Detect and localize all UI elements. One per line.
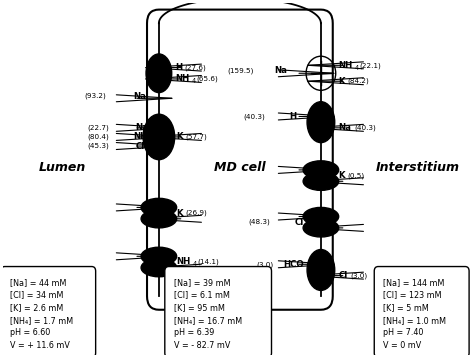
Text: Cl: Cl (135, 141, 145, 150)
Text: (48.3): (48.3) (249, 219, 271, 226)
Text: 3: 3 (311, 263, 315, 270)
Text: 4: 4 (192, 261, 197, 267)
Text: (40.3): (40.3) (244, 113, 265, 120)
Text: pH = 6.60: pH = 6.60 (9, 328, 50, 337)
Text: (57.7): (57.7) (185, 134, 207, 140)
Text: (45.3): (45.3) (88, 143, 109, 149)
Text: 4: 4 (191, 78, 196, 84)
Ellipse shape (303, 207, 339, 226)
Text: V = + 11.6 mV: V = + 11.6 mV (9, 341, 70, 350)
Text: (14.1): (14.1) (197, 259, 219, 265)
Text: (159.5): (159.5) (227, 68, 254, 74)
FancyBboxPatch shape (1, 267, 96, 358)
Text: V = 0 mV: V = 0 mV (383, 341, 421, 350)
Text: NH: NH (133, 132, 147, 141)
Text: (80.4): (80.4) (88, 134, 109, 140)
Text: Cl: Cl (339, 271, 348, 280)
Ellipse shape (303, 219, 339, 237)
Text: [Cl] = 123 mM: [Cl] = 123 mM (383, 290, 442, 300)
Text: (65.6): (65.6) (196, 76, 218, 82)
Text: (40.3): (40.3) (355, 125, 376, 131)
Ellipse shape (146, 54, 172, 93)
Text: K: K (177, 132, 183, 141)
Text: Cl: Cl (294, 218, 303, 227)
Text: [NH₄] = 1.7 mM: [NH₄] = 1.7 mM (9, 316, 73, 325)
Text: NH: NH (339, 61, 353, 70)
Text: [K] = 95 mM: [K] = 95 mM (173, 303, 225, 312)
Text: MD cell: MD cell (214, 161, 266, 174)
Text: (3.0): (3.0) (257, 261, 274, 267)
Ellipse shape (303, 172, 339, 190)
FancyBboxPatch shape (374, 267, 469, 358)
Text: pH = 7.40: pH = 7.40 (383, 328, 423, 337)
FancyBboxPatch shape (147, 10, 333, 310)
Text: [K] = 2.6 mM: [K] = 2.6 mM (9, 303, 63, 312)
Text: V = - 82.7 mV: V = - 82.7 mV (173, 341, 230, 350)
Ellipse shape (141, 247, 177, 265)
Text: (26.9): (26.9) (185, 210, 207, 216)
Text: K: K (177, 209, 183, 218)
Text: Na: Na (274, 67, 287, 76)
Text: H: H (176, 63, 183, 72)
Text: [Cl] = 34 mM: [Cl] = 34 mM (9, 290, 63, 300)
Text: (22.7): (22.7) (88, 125, 109, 131)
Text: [Na] = 44 mM: [Na] = 44 mM (9, 278, 66, 287)
Ellipse shape (307, 250, 335, 290)
Text: [NH₄] = 16.7 mM: [NH₄] = 16.7 mM (173, 316, 242, 325)
Ellipse shape (141, 210, 177, 228)
Text: H: H (289, 112, 296, 121)
Text: Na: Na (339, 124, 352, 132)
Text: 4: 4 (151, 136, 155, 142)
Text: [K] = 5 mM: [K] = 5 mM (383, 303, 429, 312)
Text: K: K (339, 77, 346, 86)
Ellipse shape (141, 258, 177, 277)
Text: 4: 4 (355, 64, 359, 71)
Text: K: K (339, 171, 346, 180)
Text: [NH₄] = 1.0 mM: [NH₄] = 1.0 mM (383, 316, 446, 325)
Text: (84.2): (84.2) (347, 78, 369, 84)
Text: (27.6): (27.6) (184, 64, 206, 71)
Text: [Na] = 39 mM: [Na] = 39 mM (173, 278, 230, 287)
Text: (93.2): (93.2) (85, 93, 107, 99)
Text: (3.0): (3.0) (351, 272, 368, 279)
Text: NH: NH (177, 257, 191, 266)
Text: Na: Na (133, 92, 146, 101)
Ellipse shape (141, 198, 177, 217)
Text: (22.1): (22.1) (359, 62, 381, 69)
Ellipse shape (307, 102, 335, 142)
Text: [Na] = 144 mM: [Na] = 144 mM (383, 278, 445, 287)
Text: NH: NH (176, 74, 190, 83)
Text: pH = 6.39: pH = 6.39 (173, 328, 214, 337)
Text: Interstitium: Interstitium (376, 161, 460, 174)
Text: [Cl] = 6.1 mM: [Cl] = 6.1 mM (173, 290, 229, 300)
Text: Lumen: Lumen (38, 161, 86, 174)
FancyBboxPatch shape (165, 267, 272, 358)
Text: Na: Na (135, 124, 148, 132)
Text: HCO: HCO (283, 260, 304, 269)
Text: (0.5): (0.5) (347, 172, 365, 179)
Ellipse shape (303, 161, 339, 179)
Ellipse shape (143, 114, 175, 160)
